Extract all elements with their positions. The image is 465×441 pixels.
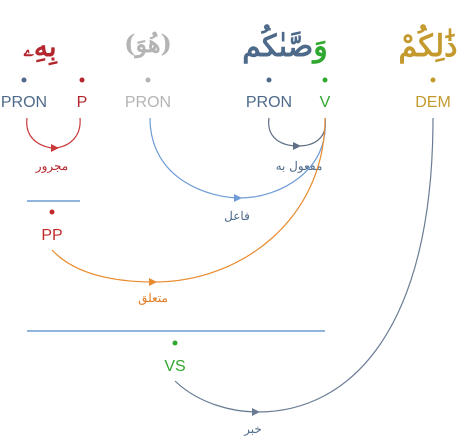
arrowhead-khabar: [252, 408, 260, 416]
word-wassakum-prefix: وَ: [311, 29, 328, 64]
arrowhead-mutaalliq: [149, 278, 157, 286]
node-dot-v: [322, 77, 328, 83]
vs-dot: [172, 340, 178, 346]
tag-p: P: [77, 94, 88, 111]
phrase-vs: VS: [164, 358, 185, 375]
node-dot-pron1: [21, 77, 27, 83]
label-faail: فاعل: [224, 209, 250, 223]
arrowhead-mafool: [293, 142, 301, 150]
tag-pron-3: PRON: [246, 94, 292, 111]
tag-pron-1: PRON: [1, 94, 47, 111]
label-majrur: مجرور: [35, 159, 68, 173]
arrowhead-faail: [234, 194, 242, 202]
node-dot-p: [79, 77, 85, 83]
arc-faail: [149, 117, 326, 199]
pp-dot: [49, 209, 55, 215]
arc-majrur: [26, 117, 81, 149]
node-dot-pron3: [266, 77, 272, 83]
word-wassakum: وَصَّىٰكُم: [242, 24, 328, 64]
tag-v: V: [320, 94, 331, 111]
label-khabar: خبر: [243, 422, 262, 436]
node-dot-pron2: [145, 77, 151, 83]
phrase-pp: PP: [41, 227, 62, 244]
tag-pron-2: PRON: [125, 94, 171, 111]
tag-dem: DEM: [415, 94, 451, 111]
word-dhalikum: ذَٰلِكُمْ: [398, 24, 457, 64]
arc-mafool: [268, 117, 326, 147]
arc-khabar: [174, 117, 434, 413]
word-huwa: (هُوَ): [124, 29, 172, 59]
word-bihi: بِهِۦ: [23, 30, 58, 66]
node-dot-dem: [430, 77, 436, 83]
label-mafool: مفعول به: [276, 159, 323, 173]
arc-mutaalliq: [51, 117, 326, 283]
label-mutaalliq: متعلق: [138, 291, 168, 305]
arrowhead-majrur: [51, 144, 59, 152]
word-wassakum-stem: صَّىٰكُم: [242, 24, 313, 64]
